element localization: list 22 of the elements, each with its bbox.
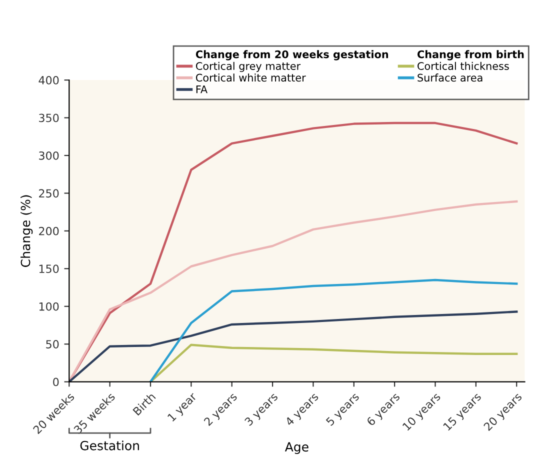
legend-title: Change from 20 weeks gestation — [196, 50, 388, 60]
y-tick-label: 150 — [39, 264, 59, 274]
y-tick-label: 50 — [46, 340, 59, 348]
line-series — [69, 200, 518, 382]
y-tick-label: 300 — [39, 151, 59, 160]
y-axis-title: Change (%) — [20, 195, 33, 267]
text: Change from birth — [417, 50, 524, 60]
legend-label: FA — [196, 86, 208, 94]
y-tick-label: 350 — [39, 114, 59, 122]
y-tick-label: 100 — [39, 302, 59, 311]
x-axis-title: Age — [284, 442, 308, 454]
y-tick-label: 400 — [38, 76, 59, 84]
legend-label: Cortical grey matter — [196, 62, 301, 72]
y-tick-label: 0 — [53, 378, 59, 386]
legend-label: Surface area — [418, 74, 482, 82]
line-series — [149, 278, 518, 382]
legend-label: Cortical white matter — [196, 74, 306, 82]
text: Gestation — [80, 440, 139, 450]
y-tick-label: 200 — [39, 226, 59, 236]
line-series — [69, 310, 518, 382]
legend-label: Cortical thickness — [418, 62, 509, 70]
y-tick-label: 250 — [39, 189, 59, 198]
